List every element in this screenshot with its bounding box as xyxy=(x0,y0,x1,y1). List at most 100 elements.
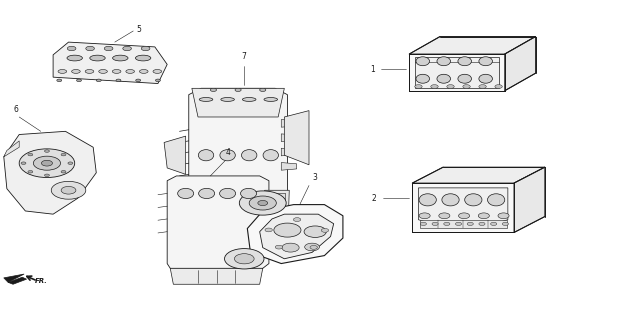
Polygon shape xyxy=(412,183,514,233)
Ellipse shape xyxy=(240,188,256,198)
Polygon shape xyxy=(8,277,27,284)
Circle shape xyxy=(459,213,470,219)
Polygon shape xyxy=(167,176,269,268)
Circle shape xyxy=(96,79,101,82)
Circle shape xyxy=(33,156,61,170)
Text: 2: 2 xyxy=(372,194,376,203)
Circle shape xyxy=(123,46,132,51)
Circle shape xyxy=(249,196,276,210)
Circle shape xyxy=(44,174,49,177)
Ellipse shape xyxy=(135,55,151,61)
Ellipse shape xyxy=(263,150,279,161)
Polygon shape xyxy=(281,163,297,170)
Ellipse shape xyxy=(198,188,214,198)
Ellipse shape xyxy=(221,98,234,101)
Ellipse shape xyxy=(112,69,121,73)
Circle shape xyxy=(282,243,299,252)
Polygon shape xyxy=(418,188,508,227)
Polygon shape xyxy=(505,36,536,91)
Circle shape xyxy=(44,150,49,152)
Circle shape xyxy=(142,46,150,51)
Ellipse shape xyxy=(112,55,128,61)
Circle shape xyxy=(156,79,161,82)
Circle shape xyxy=(478,213,489,219)
Ellipse shape xyxy=(465,194,482,206)
Ellipse shape xyxy=(85,69,94,73)
Polygon shape xyxy=(53,42,167,84)
Text: 6: 6 xyxy=(14,105,19,114)
Circle shape xyxy=(294,218,301,221)
Circle shape xyxy=(21,162,26,164)
Polygon shape xyxy=(247,204,343,264)
Polygon shape xyxy=(4,274,24,282)
Circle shape xyxy=(41,160,53,166)
Circle shape xyxy=(502,222,509,226)
Circle shape xyxy=(310,245,318,249)
Ellipse shape xyxy=(458,74,472,83)
Ellipse shape xyxy=(220,150,235,161)
Ellipse shape xyxy=(58,69,67,73)
Circle shape xyxy=(479,85,486,88)
Circle shape xyxy=(491,222,497,226)
Circle shape xyxy=(61,171,66,173)
Circle shape xyxy=(463,85,470,88)
Circle shape xyxy=(77,79,82,82)
Circle shape xyxy=(432,222,438,226)
Polygon shape xyxy=(415,57,499,87)
Circle shape xyxy=(104,46,113,51)
Polygon shape xyxy=(4,131,96,214)
Ellipse shape xyxy=(479,74,493,83)
Polygon shape xyxy=(412,167,545,183)
Circle shape xyxy=(275,245,282,249)
Polygon shape xyxy=(265,216,286,223)
Circle shape xyxy=(235,88,241,92)
Circle shape xyxy=(415,85,422,88)
Text: FR.: FR. xyxy=(35,278,48,284)
Ellipse shape xyxy=(242,150,257,161)
Circle shape xyxy=(444,222,450,226)
Ellipse shape xyxy=(479,57,493,66)
Circle shape xyxy=(51,181,86,199)
Text: 1: 1 xyxy=(371,65,375,74)
Polygon shape xyxy=(265,204,286,212)
Circle shape xyxy=(28,153,33,156)
Circle shape xyxy=(136,79,141,82)
Ellipse shape xyxy=(199,98,213,101)
Polygon shape xyxy=(284,111,309,165)
Polygon shape xyxy=(4,141,19,157)
Polygon shape xyxy=(420,220,507,228)
Polygon shape xyxy=(192,88,284,117)
Polygon shape xyxy=(514,167,545,233)
Ellipse shape xyxy=(219,188,235,198)
Circle shape xyxy=(304,226,326,237)
Circle shape xyxy=(431,85,438,88)
Ellipse shape xyxy=(416,57,430,66)
Circle shape xyxy=(116,79,121,82)
Circle shape xyxy=(305,243,320,251)
Circle shape xyxy=(495,85,502,88)
Ellipse shape xyxy=(72,69,80,73)
Text: 3: 3 xyxy=(312,173,317,182)
Ellipse shape xyxy=(140,69,148,73)
Circle shape xyxy=(447,85,454,88)
Ellipse shape xyxy=(437,57,451,66)
Polygon shape xyxy=(281,120,297,127)
Circle shape xyxy=(260,88,266,92)
Circle shape xyxy=(258,200,268,205)
Polygon shape xyxy=(409,54,505,91)
Circle shape xyxy=(28,171,33,173)
Ellipse shape xyxy=(264,98,277,101)
Circle shape xyxy=(61,153,66,156)
Ellipse shape xyxy=(153,69,162,73)
Ellipse shape xyxy=(177,188,193,198)
Ellipse shape xyxy=(126,69,135,73)
Polygon shape xyxy=(188,88,287,209)
Circle shape xyxy=(419,213,430,219)
Polygon shape xyxy=(192,209,284,227)
Polygon shape xyxy=(265,194,286,200)
Circle shape xyxy=(467,222,473,226)
Ellipse shape xyxy=(458,57,472,66)
Polygon shape xyxy=(171,268,263,284)
Ellipse shape xyxy=(99,69,108,73)
Circle shape xyxy=(19,149,75,178)
